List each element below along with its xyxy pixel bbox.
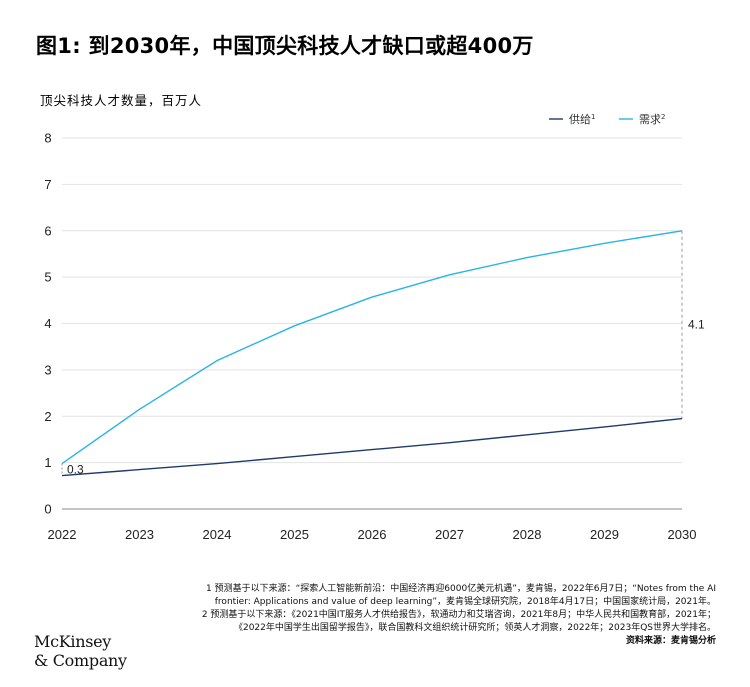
- y-tick-label: 5: [44, 270, 51, 285]
- y-tick-label: 7: [44, 177, 51, 192]
- logo-line-1: McKinsey: [34, 632, 112, 651]
- gap-label-start: 0.3: [67, 463, 84, 477]
- footnotes: 1 预测基于以下来源：“探索人工智能新前沿：中国经济再迎6000亿美元机遇”，麦…: [196, 583, 716, 648]
- x-tick-label: 2027: [435, 527, 464, 542]
- y-tick-label: 1: [44, 455, 51, 470]
- annotations: 0.3 4.1: [61, 230, 705, 477]
- x-tick-label: 2028: [513, 527, 542, 542]
- x-tick-labels: 2022 2023 2024 2025 2026 2027 2028 2029 2030: [48, 527, 697, 542]
- gap-label-end: 4.1: [688, 318, 705, 332]
- legend-superscript-1: 1: [591, 113, 595, 121]
- series-line-1: [61, 417, 683, 477]
- x-tick-label: 2030: [668, 527, 697, 542]
- x-tick-label: 2022: [48, 527, 77, 542]
- x-tick-label: 2024: [203, 527, 232, 542]
- source-note: 资料来源：麦肯锡分析: [625, 636, 716, 646]
- y-tick-label: 4: [44, 316, 51, 331]
- mckinsey-logo: McKinsey & Company: [34, 632, 127, 670]
- y-tick-label: 3: [44, 362, 51, 377]
- x-tick-label: 2023: [125, 527, 154, 542]
- chart-title: 图1: 到2030年，中国顶尖科技人才缺口或超400万: [36, 34, 534, 58]
- series-lines: [61, 230, 683, 477]
- y-tick-labels: 0 1 2 3 4 5 6 7 8: [44, 131, 51, 517]
- y-tick-label: 6: [44, 223, 51, 238]
- y-tick-label: 0: [44, 502, 51, 517]
- legend-label-2: 需求2: [639, 113, 665, 126]
- legend-superscript-2: 2: [661, 113, 665, 121]
- logo-line-2: & Company: [34, 651, 127, 670]
- footnote-1: 1 预测基于以下来源：“探索人工智能新前沿：中国经济再迎6000亿美元机遇”，麦…: [206, 584, 716, 607]
- footnote-2: 2 预测基于以下来源：《2021中国IT服务人才供给报告》，软通动力和艾瑞咨询，…: [201, 610, 716, 633]
- series-line-2: [61, 230, 683, 465]
- x-tick-label: 2029: [590, 527, 619, 542]
- y-axis-label: 顶尖科技人才数量，百万人: [40, 93, 203, 108]
- x-tick-label: 2025: [280, 527, 309, 542]
- legend-label-1: 供给1: [569, 112, 595, 126]
- y-tick-label: 2: [44, 409, 51, 424]
- gridlines: [62, 137, 682, 510]
- y-tick-label: 8: [44, 131, 51, 146]
- legend: 供给1 需求2: [549, 112, 665, 126]
- x-tick-label: 2026: [358, 527, 387, 542]
